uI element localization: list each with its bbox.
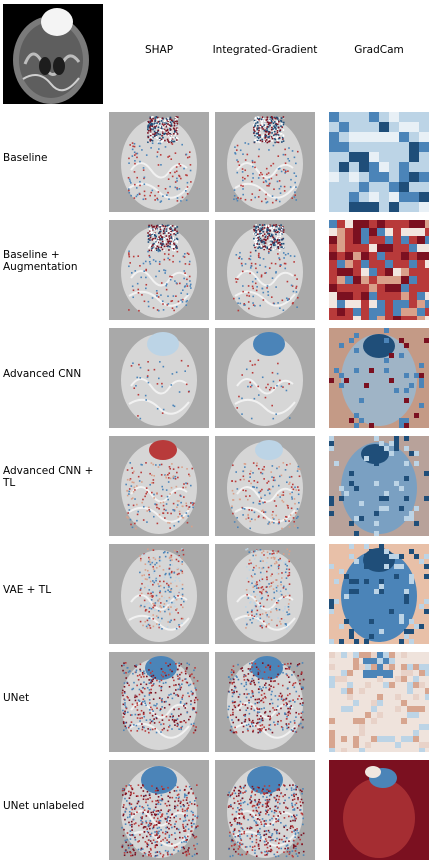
heatmap-baseline-augmentation-gradcam [329, 220, 429, 320]
heatmap-advanced-cnn-integrated-gradient [215, 328, 315, 428]
heatmap-unet-shap [109, 652, 209, 752]
heatmap-unet-gradcam [329, 652, 429, 752]
heatmap-vae-tl-integrated-gradient [215, 544, 315, 644]
heatmap-unet-integrated-gradient [215, 652, 315, 752]
heatmap-unet-unlabeled-gradcam [329, 760, 429, 860]
row-label-unet: UNet [3, 692, 30, 704]
column-header-gradcam: GradCam [354, 44, 404, 56]
heatmap-baseline-shap [109, 112, 209, 212]
heatmap-image [109, 328, 209, 428]
heatmap-image [215, 544, 315, 644]
row-label-baseline: Baseline [3, 152, 48, 164]
heatmap-advanced-cnn-gradcam [329, 328, 429, 428]
heatmap-baseline-augmentation-integrated-gradient [215, 220, 315, 320]
heatmap-image [109, 760, 209, 860]
column-header-shap: SHAP [144, 44, 174, 56]
heatmap-image [215, 652, 315, 752]
heatmap-image [329, 436, 429, 536]
column-header-integrated-gradient: Integrated-Gradient [212, 44, 318, 56]
heatmap-image [215, 328, 315, 428]
heatmap-image [329, 112, 429, 212]
heatmap-image [215, 112, 315, 212]
heatmap-image [109, 436, 209, 536]
heatmap-image [329, 760, 429, 860]
row-label-vae-tl: VAE + TL [3, 584, 52, 596]
heatmap-image [215, 760, 315, 860]
heatmap-unet-unlabeled-integrated-gradient [215, 760, 315, 860]
heatmap-advanced-cnn-tl-gradcam [329, 436, 429, 536]
heatmap-image [329, 328, 429, 428]
heatmap-baseline-augmentation-shap [109, 220, 209, 320]
heatmap-advanced-cnn-tl-shap [109, 436, 209, 536]
heatmap-image [215, 220, 315, 320]
heatmap-baseline-integrated-gradient [215, 112, 315, 212]
heatmap-image [329, 544, 429, 644]
row-label-advanced-cnn: Advanced CNN [3, 368, 82, 380]
original-mri-image [3, 4, 103, 104]
row-label-advanced-cnn-tl: Advanced CNN + TL [3, 465, 94, 489]
heatmap-image [329, 652, 429, 752]
heatmap-advanced-cnn-tl-integrated-gradient [215, 436, 315, 536]
heatmap-unet-unlabeled-shap [109, 760, 209, 860]
heatmap-baseline-gradcam [329, 112, 429, 212]
heatmap-vae-tl-shap [109, 544, 209, 644]
heatmap-image [109, 112, 209, 212]
heatmap-image [109, 544, 209, 644]
heatmap-image [109, 220, 209, 320]
heatmap-image [109, 652, 209, 752]
heatmap-advanced-cnn-shap [109, 328, 209, 428]
heatmap-vae-tl-gradcam [329, 544, 429, 644]
row-label-baseline-augmentation: Baseline + Augmentation [3, 249, 78, 273]
row-label-unet-unlabeled: UNet unlabeled [3, 800, 85, 812]
heatmap-image [215, 436, 315, 536]
heatmap-image [329, 220, 429, 320]
